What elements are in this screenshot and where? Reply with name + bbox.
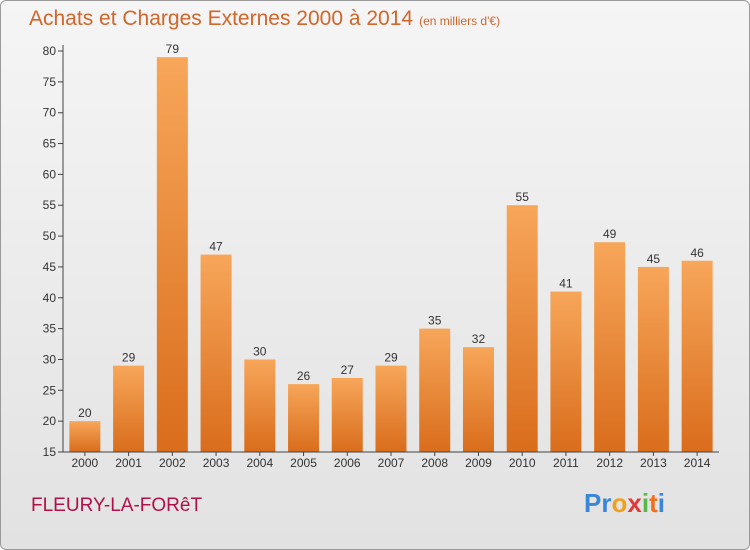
- x-tick-label: 2006: [334, 456, 361, 470]
- bar: [156, 57, 188, 453]
- bar: [244, 359, 276, 452]
- x-tick-label: 2007: [378, 456, 405, 470]
- commune-name: FLEURY-LA-FORêT: [31, 495, 203, 516]
- logo-letter: x: [627, 488, 642, 518]
- data-label: 49: [603, 227, 617, 241]
- bar: [506, 205, 538, 452]
- data-label: 47: [209, 240, 223, 254]
- logo-letter: i: [657, 488, 665, 518]
- x-tick-label: 2003: [203, 456, 230, 470]
- x-tick-label: 2002: [159, 456, 186, 470]
- data-label: 27: [341, 363, 355, 377]
- bar: [594, 242, 626, 452]
- bar: [200, 254, 232, 452]
- bar: [69, 421, 101, 452]
- y-tick-label: 25: [43, 383, 57, 397]
- data-label: 35: [428, 314, 442, 328]
- bar: [462, 347, 494, 452]
- bar: [375, 365, 407, 452]
- proxiti-logo: Proxiti: [584, 488, 665, 519]
- y-tick-label: 55: [43, 198, 57, 212]
- x-tick-label: 2008: [421, 456, 448, 470]
- y-tick-label: 80: [43, 44, 57, 58]
- bar: [681, 260, 713, 452]
- bar: [637, 266, 669, 452]
- y-tick-label: 20: [43, 414, 57, 428]
- bar: [113, 365, 145, 452]
- chart-subtitle: (en milliers d'€): [419, 14, 501, 28]
- chart-title: Achats et Charges Externes 2000 à 2014 (e…: [29, 7, 500, 31]
- y-tick-label: 40: [43, 291, 57, 305]
- x-tick-label: 2014: [684, 456, 711, 470]
- bar: [550, 291, 582, 452]
- data-label: 20: [78, 406, 92, 420]
- data-label: 32: [472, 332, 486, 346]
- x-tick-label: 2011: [553, 456, 579, 470]
- logo-letter: i: [641, 488, 650, 518]
- y-tick-label: 30: [43, 352, 57, 366]
- data-label: 45: [647, 252, 661, 266]
- x-tick-label: 2009: [465, 456, 492, 470]
- y-tick-label: 70: [43, 106, 57, 120]
- data-label: 55: [516, 190, 530, 204]
- x-tick-label: 2001: [115, 456, 142, 470]
- logo-letter: t: [649, 488, 658, 518]
- data-label: 29: [384, 351, 398, 365]
- y-tick-label: 65: [43, 137, 57, 151]
- x-tick-label: 2000: [72, 456, 99, 470]
- logo-letter: o: [611, 488, 628, 518]
- logo-letter: P: [584, 488, 602, 518]
- x-tick-label: 2012: [596, 456, 623, 470]
- logo-letter: r: [601, 488, 612, 518]
- bar: [419, 328, 451, 452]
- data-label: 30: [253, 344, 267, 358]
- x-tick-label: 2005: [290, 456, 317, 470]
- chart-title-text: Achats et Charges Externes 2000 à 2014: [29, 7, 414, 30]
- x-tick-label: 2010: [509, 456, 536, 470]
- y-tick-label: 50: [43, 229, 57, 243]
- data-label: 29: [122, 351, 136, 365]
- data-label: 26: [297, 369, 311, 383]
- y-tick-label: 15: [43, 445, 57, 459]
- y-tick-label: 35: [43, 322, 57, 336]
- y-tick-label: 60: [43, 167, 57, 181]
- data-label: 41: [559, 277, 573, 291]
- bar: [288, 384, 320, 452]
- x-tick-label: 2013: [640, 456, 667, 470]
- data-label: 79: [166, 42, 180, 56]
- data-label: 46: [690, 246, 704, 260]
- y-tick-label: 45: [43, 260, 57, 274]
- y-tick-label: 75: [43, 75, 57, 89]
- x-tick-label: 2004: [246, 456, 273, 470]
- bar: [331, 377, 363, 452]
